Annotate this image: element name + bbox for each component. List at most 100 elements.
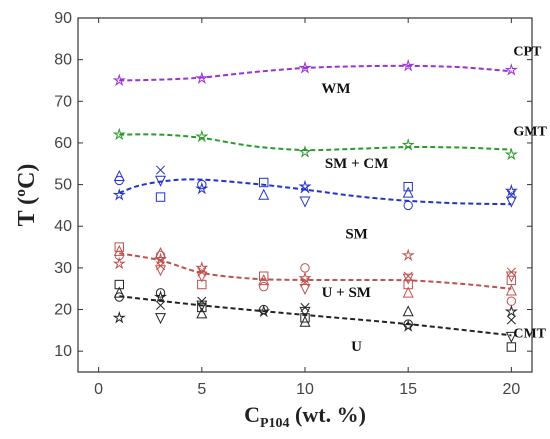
x-tick-label: 5 [197, 381, 206, 398]
data-point [259, 281, 269, 292]
curve-label: CPT [513, 44, 542, 59]
region-label: WM [321, 81, 350, 97]
data-point [196, 307, 208, 319]
annotations: WM SM + CM SM U + SM U CPT GMT CMT [321, 44, 547, 355]
y-tick-label: 80 [54, 52, 72, 69]
data-point [403, 200, 413, 211]
data-point [114, 279, 124, 290]
data-point [300, 313, 310, 323]
data-point [506, 296, 517, 306]
data-point [155, 165, 166, 175]
fit-curve-1 [119, 64, 512, 82]
fit-curve-5 [119, 295, 512, 337]
x-axis-title-rest: (wt. %) [290, 402, 366, 427]
data-point [402, 305, 414, 317]
data-point [112, 256, 126, 270]
data-point [401, 58, 415, 72]
data-point [299, 284, 311, 296]
data-point [197, 179, 207, 190]
data-point [402, 186, 414, 198]
data-point [155, 175, 167, 187]
fit-curve-2 [119, 133, 512, 152]
data-point [155, 265, 167, 277]
y-tick-label: 50 [54, 177, 72, 194]
data-point [195, 71, 209, 84]
y-tick-label: 40 [54, 218, 72, 235]
region-label: SM [345, 227, 368, 243]
data-point [113, 244, 125, 256]
data-point [300, 277, 310, 288]
data-point [155, 246, 167, 259]
data-point [113, 169, 125, 181]
x-tick-label: 0 [94, 381, 103, 398]
data-point [155, 313, 167, 325]
data-point [401, 248, 415, 261]
data-point [155, 192, 166, 202]
data-point [401, 138, 415, 151]
x-tick-label: 10 [296, 381, 314, 398]
y-tick-label: 30 [54, 260, 72, 277]
data-point [112, 127, 126, 141]
fit-curves [118, 64, 512, 337]
data-point [259, 271, 269, 281]
x-axis-title-main: C [244, 402, 260, 427]
data-point [300, 302, 310, 313]
data-point [298, 271, 312, 284]
y-tick-label: 90 [54, 10, 72, 27]
data-point [298, 61, 312, 74]
data-point [195, 129, 209, 143]
data-point [113, 286, 125, 298]
curve-label: GMT [513, 125, 547, 140]
y-tick-label: 20 [54, 302, 72, 319]
data-point [505, 196, 517, 208]
data-point [299, 315, 311, 327]
data-point [259, 304, 269, 315]
region-label: U [351, 339, 362, 355]
data-point [403, 279, 413, 290]
data-point [504, 304, 518, 318]
data-point [506, 267, 516, 277]
data-point [403, 271, 413, 281]
data-point [506, 342, 517, 352]
data-point [112, 188, 126, 201]
region-label: U + SM [322, 285, 371, 301]
data-point [505, 331, 517, 343]
data-point [197, 296, 207, 306]
axes: 0 5 10 15 20 10 20 30 40 50 60 70 80 90 CP104 (wt. %) T… [14, 10, 533, 431]
x-axis-title-sub: P104 [260, 416, 290, 431]
data-point [112, 310, 126, 324]
data-point [195, 260, 209, 274]
data-point [506, 275, 517, 286]
data-point [299, 196, 311, 208]
data-point [259, 177, 269, 188]
data-point [403, 319, 413, 329]
data-point [258, 188, 270, 200]
data-point [153, 290, 168, 303]
data-point [505, 271, 517, 283]
data-points [112, 58, 518, 352]
y-axis-title: T (ºC) [14, 164, 40, 227]
data-point [155, 288, 166, 298]
data-point [197, 267, 207, 277]
x-axis-title: CP104 (wt. %) [244, 402, 366, 431]
y-tick-label: 10 [54, 343, 72, 360]
data-point [155, 300, 166, 310]
data-point [504, 63, 518, 76]
y-tick-label: 60 [54, 135, 72, 152]
data-point [300, 263, 310, 273]
data-point [506, 315, 516, 325]
fit-curve-3 [118, 178, 512, 206]
data-point [504, 147, 518, 161]
data-point [402, 273, 414, 285]
data-point [258, 274, 270, 286]
x-tick-label: 20 [502, 381, 520, 398]
plot-frame [77, 17, 533, 373]
fit-curve-4 [119, 252, 512, 290]
data-point [112, 73, 126, 87]
region-label: SM + CM [325, 156, 389, 172]
data-point [505, 284, 517, 296]
data-point [298, 145, 312, 158]
data-point [114, 242, 124, 252]
data-point [195, 181, 209, 195]
